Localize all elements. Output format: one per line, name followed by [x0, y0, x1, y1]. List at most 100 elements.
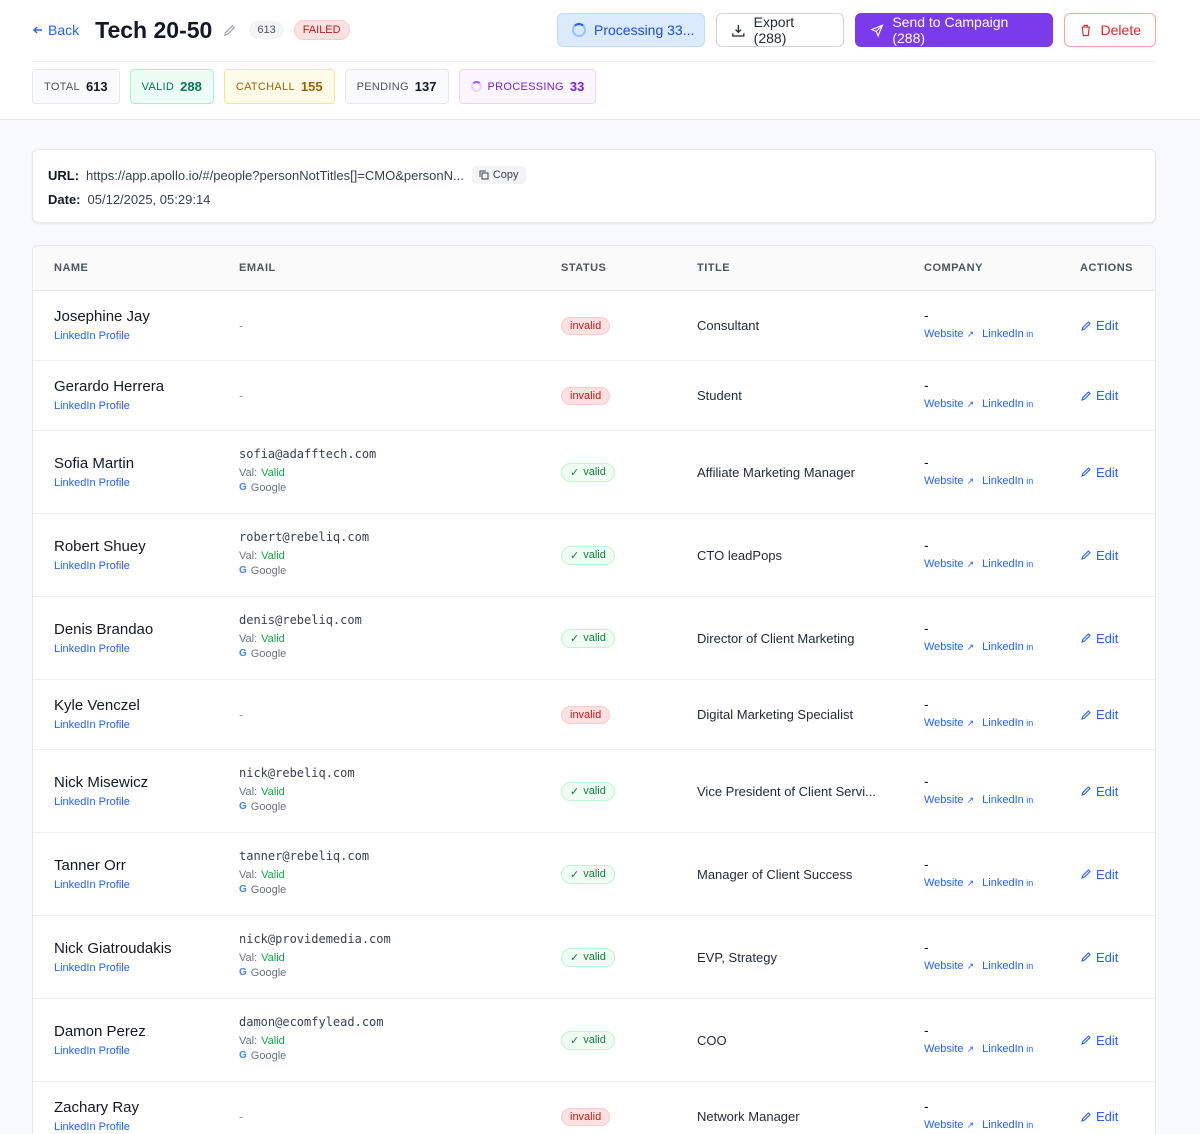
email-value: nick@providemedia.com	[239, 931, 391, 946]
edit-button[interactable]: Edit	[1080, 1109, 1118, 1124]
edit-button[interactable]: Edit	[1080, 548, 1118, 563]
email-cell: damon@ecomfylead.com Val: Valid G Google	[239, 1015, 384, 1062]
validation-value: Valid	[261, 868, 285, 881]
email-value: damon@ecomfylead.com	[239, 1014, 384, 1029]
website-link[interactable]: Website ↗	[924, 398, 974, 410]
company-linkedin-link[interactable]: LinkedIn in	[982, 1043, 1033, 1055]
email-value: -	[239, 318, 244, 333]
column-header-name[interactable]: NAME	[54, 262, 89, 274]
linkedin-profile-link[interactable]: LinkedIn Profile	[54, 719, 130, 731]
website-label: Website	[924, 717, 964, 729]
company-linkedin-link[interactable]: LinkedIn in	[982, 328, 1033, 340]
linkedin-profile-link[interactable]: LinkedIn Profile	[54, 330, 130, 342]
copy-button[interactable]: Copy	[471, 166, 526, 184]
linkedin-profile-link[interactable]: LinkedIn Profile	[54, 1044, 130, 1057]
column-header-status[interactable]: STATUS	[561, 262, 607, 274]
linkedin-profile-link[interactable]: LinkedIn Profile	[54, 878, 130, 891]
stat-value: 613	[85, 79, 108, 94]
column-header-company[interactable]: COMPANY	[924, 262, 983, 274]
company-linkedin-link[interactable]: LinkedIn in	[982, 717, 1033, 729]
trash-icon	[1081, 24, 1090, 36]
column-header-email[interactable]: EMAIL	[239, 262, 276, 274]
linkedin-profile-link[interactable]: LinkedIn Profile	[54, 476, 130, 489]
table-row: Zachary Ray LinkedIn Profile - invalid Netwo…	[33, 1082, 1155, 1134]
processing-button[interactable]: Processing 33...	[557, 13, 705, 47]
column-header-title[interactable]: TITLE	[697, 262, 731, 274]
provider-value: Google	[250, 564, 287, 577]
edit-button[interactable]: Edit	[1080, 388, 1118, 403]
external-link-icon: ↗	[966, 1120, 975, 1130]
edit-button[interactable]: Edit	[1080, 867, 1118, 882]
company-linkedin-link[interactable]: LinkedIn in	[982, 641, 1033, 653]
website-link[interactable]: Website ↗	[924, 717, 974, 729]
edit-button[interactable]: Edit	[1080, 950, 1118, 965]
company-links: Website ↗ LinkedIn in	[924, 717, 1033, 729]
export-button[interactable]: Export (288)	[716, 13, 844, 47]
website-link[interactable]: Website ↗	[924, 1119, 974, 1131]
company-linkedin-link[interactable]: LinkedIn in	[982, 877, 1033, 889]
google-icon: G	[239, 482, 247, 493]
google-icon: G	[239, 1050, 247, 1061]
external-link-icon: ↗	[966, 558, 975, 569]
status-cell: ✓ valid	[561, 545, 615, 565]
company-value: -	[924, 855, 929, 872]
external-link-icon: ↗	[966, 329, 975, 339]
company-linkedin-link[interactable]: LinkedIn in	[982, 1119, 1033, 1131]
validation-line: Val: Valid	[239, 869, 369, 881]
lead-name: Zachary Ray	[54, 1099, 140, 1116]
linkedin-profile-link[interactable]: LinkedIn Profile	[54, 400, 130, 412]
stat-total: TOTAL 613	[32, 69, 120, 104]
name-cell: Damon Perez LinkedIn Profile	[54, 1023, 146, 1057]
company-linkedin-link[interactable]: LinkedIn in	[982, 398, 1033, 410]
email-value: sofia@adafftech.com	[239, 446, 377, 461]
edit-button[interactable]: Edit	[1080, 318, 1118, 333]
edit-button[interactable]: Edit	[1080, 1033, 1118, 1048]
website-label: Website	[924, 1042, 964, 1055]
back-button[interactable]: Back	[32, 22, 79, 38]
edit-button[interactable]: Edit	[1080, 784, 1118, 799]
edit-label: Edit	[1096, 547, 1119, 563]
edit-button[interactable]: Edit	[1080, 631, 1118, 646]
pencil-icon[interactable]	[222, 23, 237, 38]
company-linkedin-link[interactable]: LinkedIn in	[982, 960, 1033, 972]
provider-line: G Google	[239, 884, 369, 896]
stat-value: 33	[569, 79, 585, 94]
linkedin-icon: in	[1023, 1043, 1034, 1054]
company-value: -	[924, 536, 929, 553]
email-cell: tanner@rebeliq.com Val: Valid G Google	[239, 849, 369, 896]
linkedin-label: LinkedIn	[982, 328, 1024, 340]
status-badge: ✓ valid	[561, 947, 615, 967]
delete-button[interactable]: Delete	[1064, 13, 1156, 47]
website-link[interactable]: Website ↗	[924, 877, 974, 889]
linkedin-icon: in	[1023, 877, 1034, 888]
linkedin-icon: in	[1023, 1120, 1034, 1130]
website-link[interactable]: Website ↗	[924, 328, 974, 340]
edit-button[interactable]: Edit	[1080, 707, 1118, 722]
website-link[interactable]: Website ↗	[924, 960, 974, 972]
edit-button[interactable]: Edit	[1080, 465, 1118, 480]
website-link[interactable]: Website ↗	[924, 794, 974, 806]
lead-name: Josephine Jay	[54, 308, 150, 325]
send-to-campaign-button[interactable]: Send to Campaign (288)	[855, 13, 1053, 47]
lead-name: Gerardo Herrera	[54, 378, 165, 395]
provider-value: Google	[250, 481, 287, 494]
validation-value: Valid	[261, 549, 285, 562]
website-label: Website	[924, 557, 964, 570]
company-linkedin-link[interactable]: LinkedIn in	[982, 558, 1033, 570]
validation-label: Val:	[239, 1034, 258, 1047]
validation-value: Valid	[261, 951, 285, 964]
status-badge: ✓ valid	[561, 1030, 615, 1050]
linkedin-profile-link[interactable]: LinkedIn Profile	[54, 642, 130, 655]
provider-value: Google	[250, 800, 287, 813]
company-linkedin-link[interactable]: LinkedIn in	[982, 475, 1033, 487]
linkedin-profile-link[interactable]: LinkedIn Profile	[54, 559, 130, 572]
website-link[interactable]: Website ↗	[924, 1043, 974, 1055]
company-linkedin-link[interactable]: LinkedIn in	[982, 794, 1033, 806]
linkedin-icon: in	[1023, 475, 1034, 486]
linkedin-profile-link[interactable]: LinkedIn Profile	[54, 795, 130, 808]
website-link[interactable]: Website ↗	[924, 558, 974, 570]
linkedin-profile-link[interactable]: LinkedIn Profile	[54, 961, 130, 974]
website-link[interactable]: Website ↗	[924, 475, 974, 487]
linkedin-profile-link[interactable]: LinkedIn Profile	[54, 1121, 130, 1133]
website-link[interactable]: Website ↗	[924, 641, 974, 653]
